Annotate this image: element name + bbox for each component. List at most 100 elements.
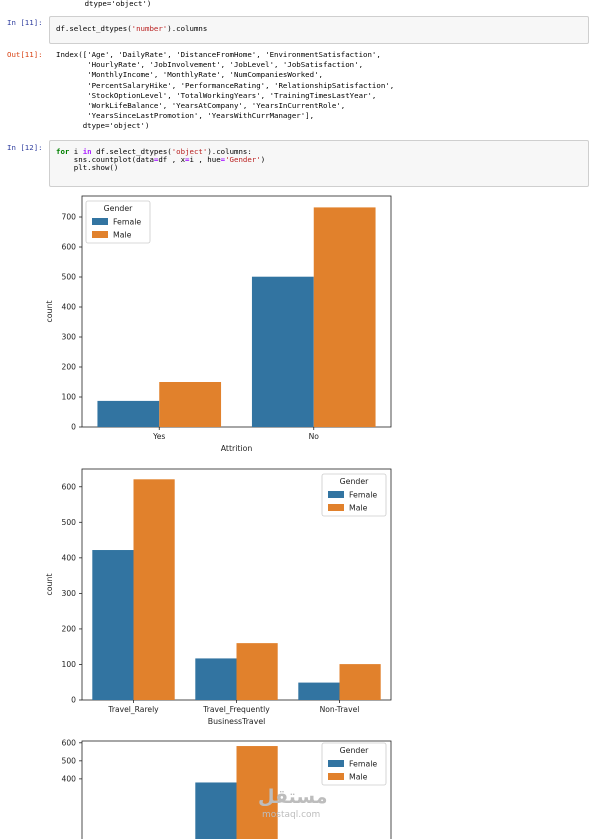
- code-token: in: [82, 147, 92, 156]
- output-line: 'WorkLifeBalance', 'YearsAtCompany', 'Ye…: [56, 101, 346, 111]
- y-tick-label: 500: [62, 518, 77, 527]
- x-tick-label: Yes: [152, 432, 165, 441]
- output-line: 'YearsSinceLastPromotion', 'YearsWithCur…: [56, 111, 315, 121]
- x-tick-label: Non-Travel: [320, 705, 360, 714]
- y-tick-label: 300: [62, 333, 77, 342]
- y-tick-label: 600: [62, 243, 77, 252]
- code-token: =: [220, 155, 226, 165]
- y-tick-label: 0: [71, 696, 76, 705]
- legend-swatch-male: [328, 504, 344, 511]
- code-token: df.select_dtypes(: [91, 147, 172, 156]
- cell-11-code: df.select_dtypes('number').columns: [56, 24, 208, 33]
- y-tick-label: 200: [62, 625, 77, 634]
- code-line: for i in df.select_dtypes('object').colu…: [56, 147, 265, 156]
- legend-label-male: Male: [349, 504, 368, 513]
- chart-attrition-svg: 0 100 200 300 400 500 600 700 Yes No Attrition coun…: [45, 195, 392, 453]
- code-token: i: [69, 147, 83, 156]
- bar-male-1: [236, 746, 278, 839]
- bar-male-2: [339, 664, 381, 700]
- code-line: sns.countplot(data=df , x=i , hue='Gende…: [56, 156, 265, 164]
- y-tick-label: 300: [62, 589, 77, 598]
- y-axis-title: count: [45, 574, 54, 596]
- code-token: ).columns:: [207, 147, 252, 156]
- axes-frame: [81, 195, 392, 428]
- cell-11-prompt: In [11]:: [7, 18, 43, 27]
- code-token: ): [260, 155, 266, 165]
- code-token: plt.show(): [56, 163, 119, 173]
- chart-business-travel-svg: 0 100 200 300 400 500 600 Travel_Rarely Travel_F…: [45, 468, 392, 726]
- bar-female-0: [97, 400, 160, 427]
- out-11-prompt: Out[11]:: [7, 50, 43, 59]
- y-tick-label: 400: [62, 775, 77, 784]
- output-line: Index(['Age', 'DailyRate', 'DistanceFrom…: [56, 50, 381, 59]
- y-tick-label: 600: [62, 739, 77, 748]
- cell-11-input[interactable]: df.select_dtypes('number').columns: [49, 16, 589, 44]
- bar-female-2: [298, 682, 340, 700]
- chart-business-travel: 0 100 200 300 400 500 600 Travel_Rarely Travel_F…: [40, 465, 400, 730]
- code-token: =: [185, 155, 190, 165]
- legend-title: Gender: [340, 746, 370, 755]
- cell-12-code: for i in df.select_dtypes('object').colu…: [56, 147, 265, 173]
- bar-female-0: [92, 550, 134, 700]
- x-axis-title: BusinessTravel: [208, 717, 266, 726]
- output-line: 'HourlyRate', 'JobInvolvement', 'JobLeve…: [56, 60, 364, 70]
- output-line: 'StockOptionLevel', 'TotalWorkingYears',…: [56, 90, 377, 100]
- out-11-text: Index(['Age', 'DailyRate', 'DistanceFrom…: [56, 50, 394, 132]
- output-line: dtype='object'): [56, 121, 150, 131]
- code-token: 'object': [171, 147, 208, 156]
- legend-swatch-female: [328, 491, 344, 498]
- y-tick-label: 400: [62, 303, 77, 312]
- bar-male-0: [159, 382, 222, 427]
- legend-label-female: Female: [349, 760, 377, 769]
- y-tick-label: 400: [62, 554, 77, 563]
- y-tick-label: 700: [62, 213, 77, 222]
- legend-swatch-female: [328, 760, 344, 767]
- legend-swatch-male: [328, 773, 344, 780]
- y-axis-title: count: [45, 301, 54, 323]
- y-tick-label: 600: [62, 482, 77, 491]
- code-token: sns.countplot(data: [56, 155, 154, 165]
- code-line: plt.show(): [56, 164, 265, 172]
- y-tick-label: 200: [62, 363, 77, 372]
- code-token: 'Gender': [225, 155, 261, 165]
- output-line: 'PercentSalaryHike', 'PerformanceRating'…: [56, 80, 395, 90]
- legend-label-male: Male: [349, 773, 368, 782]
- axes-frame: [81, 740, 392, 839]
- bar-male-1: [313, 207, 376, 427]
- cell-12-prompt: In [12]:: [7, 143, 43, 152]
- y-tick-label: 0: [71, 423, 76, 432]
- bar-male-0: [133, 479, 175, 700]
- bar-female-1: [251, 276, 314, 427]
- code-token: df.select_dtypes(: [56, 24, 132, 33]
- legend-label-female: Female: [349, 491, 377, 500]
- x-axis-title: Attrition: [221, 444, 253, 453]
- code-token: df , x: [158, 155, 186, 165]
- y-tick-label: 100: [62, 660, 77, 669]
- legend-title: Gender: [104, 204, 134, 213]
- code-token: i , hue: [189, 155, 221, 165]
- bar-female-1: [195, 782, 237, 839]
- code-token: 'number': [131, 24, 168, 33]
- cell-12-input[interactable]: for i in df.select_dtypes('object').colu…: [49, 140, 589, 187]
- previous-output-fragment: dtype='object'): [49, 0, 152, 8]
- legend-label-male: Male: [113, 231, 132, 240]
- code-token: =: [153, 155, 159, 165]
- code-token: ).columns: [167, 24, 208, 33]
- watermark-url: mostaql.com: [262, 810, 321, 820]
- legend-swatch-male: [92, 231, 108, 238]
- x-tick-label: Travel_Rarely: [107, 705, 159, 714]
- y-tick-label: 100: [62, 393, 77, 402]
- y-tick-label: 500: [62, 757, 77, 766]
- chart-third: 400 500 600 Gender Female Male: [40, 737, 400, 839]
- watermark-logo: مستقل: [258, 786, 328, 808]
- y-tick-label: 500: [62, 273, 77, 282]
- output-line: 'MonthlyIncome', 'MonthlyRate', 'NumComp…: [56, 70, 323, 80]
- chart-attrition: 0 100 200 300 400 500 600 700 Yes No Attrition coun…: [40, 192, 400, 460]
- chart-third-svg: 400 500 600 Gender Female Male: [62, 739, 392, 839]
- legend-title: Gender: [340, 477, 370, 486]
- legend-label-female: Female: [113, 218, 141, 227]
- x-tick-label: Travel_Frequently: [202, 705, 270, 714]
- code-token: for: [56, 147, 70, 156]
- x-tick-label: No: [309, 432, 320, 441]
- legend-swatch-female: [92, 218, 108, 225]
